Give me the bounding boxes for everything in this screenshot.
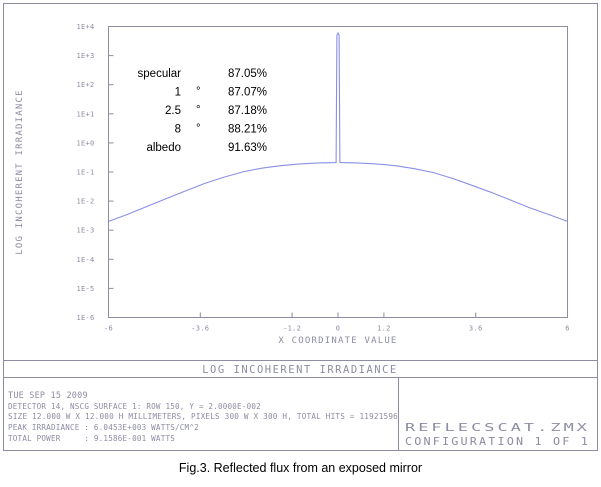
annotation-label: specular <box>138 68 182 80</box>
annotation-label: 1 <box>175 87 181 99</box>
y-tick-label: 1E+2 <box>76 81 94 89</box>
figure-caption: Fig.3. Reflected flux from an exposed mi… <box>178 461 423 475</box>
x-tick-label: -1.2 <box>283 325 301 333</box>
annotation-value: 91.63% <box>228 142 267 154</box>
configuration-label: CONFIGURATION 1 OF 1 <box>405 435 590 448</box>
x-ticks: -6 -3.6 -1.2 0 1.2 3.6 6 <box>104 312 570 333</box>
x-tick-label: 3.6 <box>469 325 483 333</box>
y-ticks: 1E-6 1E-5 1E-4 1E-3 1E-2 1E-1 1E+0 1E+1 1E+2 1E+3… <box>76 23 114 322</box>
y-tick-label: 1E-4 <box>76 256 94 264</box>
annotation-label: 8 <box>175 124 181 136</box>
x-tick-label: -6 <box>104 325 113 333</box>
y-tick-label: 1E-3 <box>76 227 94 235</box>
annotation-value: 87.18% <box>228 105 267 117</box>
x-tick-label: 6 <box>565 325 570 333</box>
info-peak: PEAK IRRADIANCE : 6.0453E+003 WATTS/CM^2 <box>8 423 199 432</box>
plot-area: 1E-6 1E-5 1E-4 1E-3 1E-2 1E-1 1E+0 1E+1 1E+2 1E+3… <box>76 23 569 333</box>
annotation-degree: ° <box>196 104 201 116</box>
x-tick-label: 0 <box>336 325 341 333</box>
y-tick-label: 1E+3 <box>76 52 94 60</box>
percent-annotations: specular 87.05% 1 ° 87.07% 2.5 ° 87.18% 8 ° 88.21%… <box>138 68 267 154</box>
info-size: SIZE 12.000 W X 12.000 H MILLIMETERS, PI… <box>8 412 398 421</box>
annotation-value: 87.05% <box>228 68 267 80</box>
annotation-value: 87.07% <box>228 87 267 99</box>
x-tick-label: -3.6 <box>191 325 209 333</box>
y-tick-label: 1E+1 <box>76 110 94 118</box>
x-axis-label: X COORDINATE VALUE <box>278 336 397 346</box>
y-tick-label: 1E-5 <box>76 285 94 293</box>
annotation-degree: ° <box>196 123 201 135</box>
y-axis-label: LOG INCOHERENT IRRADIANCE <box>15 89 25 254</box>
annotation-label: albedo <box>146 142 181 154</box>
annotation-label: 2.5 <box>165 105 181 117</box>
annotation-degree: ° <box>196 86 201 98</box>
y-tick-label: 1E+4 <box>76 23 94 31</box>
info-detector: DETECTOR 14, NSCG SURFACE 1: ROW 150, Y … <box>8 402 261 411</box>
info-date: TUE SEP 15 2009 <box>8 391 88 401</box>
y-tick-label: 1E+0 <box>76 139 94 147</box>
irradiance-curve <box>108 31 568 222</box>
info-power: TOTAL POWER : 9.1586E-001 WATTS <box>8 434 175 443</box>
y-tick-label: 1E-2 <box>76 198 94 206</box>
annotation-value: 88.21% <box>228 124 267 136</box>
y-tick-label: 1E-1 <box>76 169 94 177</box>
x-tick-label: 1.2 <box>377 325 391 333</box>
outer-border <box>3 3 598 451</box>
y-tick-label: 1E-6 <box>76 314 94 322</box>
chart-title: LOG INCOHERENT IRRADIANCE <box>202 364 398 376</box>
file-name: REFLECSCAT.ZMX <box>405 421 590 434</box>
